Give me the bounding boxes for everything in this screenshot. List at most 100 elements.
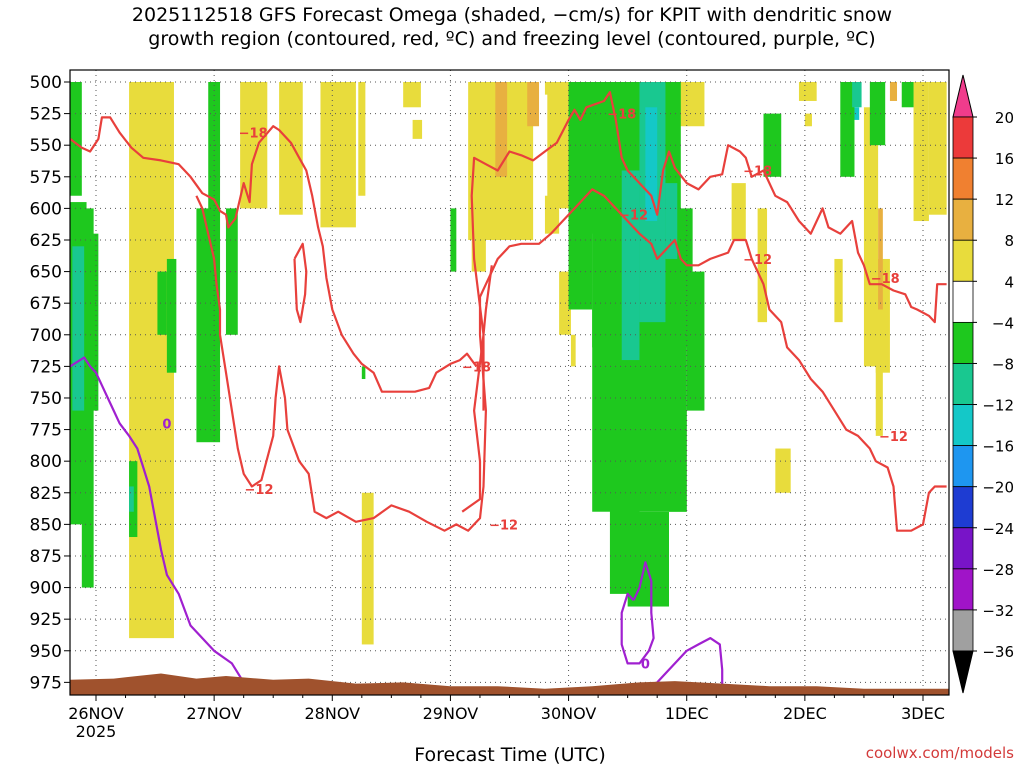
colorbar-label-1: 16 xyxy=(995,150,1014,168)
omega-region-27 xyxy=(495,82,508,177)
omega-region-1 xyxy=(240,82,268,209)
omega-region-53 xyxy=(763,113,782,177)
x-tick-label-1DEC: 1DEC xyxy=(665,704,709,723)
omega-region-37 xyxy=(157,271,167,335)
colorbar-band-12 xyxy=(952,609,974,652)
omega-region-6 xyxy=(412,119,423,139)
contour-label-10: 0 xyxy=(162,417,171,432)
colorbar-label-11: −28 xyxy=(982,561,1014,579)
omega-region-32 xyxy=(70,82,82,196)
y-tick-label-700: 700 xyxy=(30,326,62,346)
colorbar-label-0: 20 xyxy=(995,109,1014,127)
colorbar-band-6 xyxy=(952,363,974,405)
omega-region-31 xyxy=(889,82,898,101)
omega-region-0 xyxy=(129,82,174,639)
colorbar-label-7: −12 xyxy=(982,397,1014,415)
y-tick-label-525: 525 xyxy=(30,105,62,125)
contour-label-4: −18 xyxy=(871,272,900,287)
x-tick-label-27NOV: 27NOV xyxy=(186,704,242,723)
contour-label-6: −12 xyxy=(619,209,648,224)
chart-title-line-2: growth region (contoured, red, ºC) and f… xyxy=(148,28,876,50)
y-tick-label-675: 675 xyxy=(30,294,62,314)
omega-region-40 xyxy=(196,208,221,443)
y-tick-label-875: 875 xyxy=(30,547,62,567)
contour-label-8: −12 xyxy=(879,430,908,445)
colorbar-band-1 xyxy=(952,157,974,200)
contour-label-0: −18 xyxy=(239,127,268,142)
y-tick-label-650: 650 xyxy=(30,263,62,283)
omega-region-35 xyxy=(86,233,99,411)
y-tick-label-600: 600 xyxy=(30,199,62,219)
y-tick-label-500: 500 xyxy=(30,73,62,93)
y-tick-label-900: 900 xyxy=(30,579,62,599)
y-tick-label-550: 550 xyxy=(30,136,62,156)
colorbar-band-9 xyxy=(952,486,974,529)
chart-title-line-1: 2025112518 GFS Forecast Omega (shaded, −… xyxy=(131,4,893,26)
contour-line--18 xyxy=(70,116,478,393)
omega-region-52 xyxy=(686,271,705,411)
colorbar-band-8 xyxy=(952,445,974,488)
colorbar-band-3 xyxy=(952,239,974,282)
omega-region-64 xyxy=(854,107,860,120)
colorbar-label-5: −4 xyxy=(992,314,1014,332)
colorbar-label-2: 12 xyxy=(995,191,1014,209)
omega-region-57 xyxy=(72,246,85,411)
omega-region-18 xyxy=(804,113,812,127)
y-tick-label-575: 575 xyxy=(30,168,62,188)
x-tick-label-28NOV: 28NOV xyxy=(304,704,360,723)
contour-line-0b xyxy=(620,561,655,665)
omega-region-42 xyxy=(361,366,366,380)
colorbar-label-13: −36 xyxy=(982,643,1014,661)
x-tick-label-30NOV: 30NOV xyxy=(541,704,597,723)
contour-label-2: −18 xyxy=(743,164,772,179)
colorbar-label-8: −16 xyxy=(982,438,1014,456)
omega-region-38 xyxy=(166,258,177,373)
colorbar-band-2 xyxy=(952,198,974,241)
colorbar-band-5 xyxy=(952,321,974,364)
omega-region-2 xyxy=(279,82,303,215)
colorbar-band-10 xyxy=(952,527,974,570)
omega-region-16 xyxy=(757,208,768,323)
colorbar-label-3: 8 xyxy=(1004,232,1014,250)
x-tick-sublabel-26NOV: 2025 xyxy=(76,722,117,741)
omega-region-59 xyxy=(621,170,640,361)
y-tick-label-850: 850 xyxy=(30,515,62,535)
omega-region-20 xyxy=(863,107,879,367)
omega-region-45 xyxy=(568,208,593,310)
x-tick-label-2DEC: 2DEC xyxy=(783,704,827,723)
colorbar-label-9: −20 xyxy=(982,479,1014,497)
omega-region-25 xyxy=(875,309,883,436)
omega-region-55 xyxy=(869,82,886,146)
omega-region-26 xyxy=(361,492,374,645)
y-tick-label-950: 950 xyxy=(30,642,62,662)
x-tick-label-26NOV: 26NOV xyxy=(68,704,124,723)
omega-region-10 xyxy=(544,195,560,234)
contour-label-9: −12 xyxy=(489,518,518,533)
colorbar-label-4: 4 xyxy=(1004,273,1014,291)
contour-line--12 xyxy=(195,188,947,532)
y-tick-label-800: 800 xyxy=(30,452,62,472)
contour-line--18d xyxy=(470,90,947,411)
y-tick-label-825: 825 xyxy=(30,484,62,504)
source-credit: coolwx.com/models xyxy=(865,744,1014,762)
omega-region-51 xyxy=(668,347,687,512)
colorbar-top-arrow xyxy=(952,74,974,118)
contour-label-5: −12 xyxy=(245,483,274,498)
y-tick-label-725: 725 xyxy=(30,357,62,377)
omega-region-17 xyxy=(798,82,817,101)
colorbar-band-0 xyxy=(952,116,974,159)
omega-region-54 xyxy=(840,82,855,177)
contour-label-1: −18 xyxy=(607,108,636,123)
omega-region-13 xyxy=(570,334,576,367)
omega-region-62 xyxy=(852,82,862,108)
colorbar-band-11 xyxy=(952,568,974,611)
omega-region-23 xyxy=(928,82,947,215)
x-tick-label-3DEC: 3DEC xyxy=(901,704,945,723)
omega-region-3 xyxy=(320,82,356,228)
omega-region-5 xyxy=(403,82,421,108)
omega-region-11 xyxy=(544,82,551,95)
contour-line--18c xyxy=(461,265,493,513)
omega-region-30 xyxy=(878,208,883,310)
contour-label-7: −12 xyxy=(743,253,772,268)
